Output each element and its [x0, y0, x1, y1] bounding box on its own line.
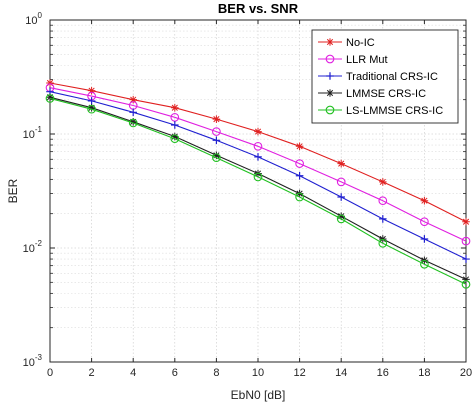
x-tick-label: 18	[418, 367, 430, 379]
data-point	[253, 141, 263, 151]
legend-marker	[326, 89, 334, 97]
data-point	[253, 172, 263, 182]
y-tick-label: 10-1	[23, 125, 43, 141]
data-point	[420, 217, 429, 227]
data-point	[295, 171, 304, 180]
data-point	[462, 275, 470, 284]
legend-label: LS-LMMSE CRS-IC	[346, 105, 443, 117]
legend-marker	[325, 54, 335, 64]
data-point	[128, 118, 138, 128]
data-point	[461, 279, 471, 289]
series	[46, 79, 470, 226]
x-tick-label: 14	[335, 367, 347, 379]
data-point	[378, 196, 388, 206]
series	[45, 83, 471, 246]
x-tick-label: 6	[172, 367, 178, 379]
x-tick-label: 16	[377, 367, 389, 379]
data-point	[87, 97, 96, 105]
series-line	[49, 97, 467, 285]
data-point	[212, 127, 221, 136]
data-point	[420, 235, 429, 243]
data-point	[170, 134, 180, 144]
y-tick-label: 100	[25, 11, 42, 27]
data-point	[212, 115, 221, 123]
legend-label: No-IC	[346, 37, 375, 49]
data-point	[295, 192, 304, 202]
data-point	[462, 217, 470, 226]
data-point	[379, 178, 387, 186]
data-point	[462, 255, 470, 263]
legend-marker	[326, 38, 334, 46]
data-point	[420, 259, 429, 269]
chart-title: BER vs. SNR	[218, 1, 299, 16]
series	[46, 87, 470, 263]
legend-label: Traditional CRS-IC	[346, 71, 438, 83]
data-point	[87, 104, 96, 114]
x-tick-label: 0	[47, 367, 53, 379]
data-point	[45, 94, 55, 103]
data-point	[129, 117, 137, 126]
data-point	[46, 79, 54, 87]
series	[45, 94, 471, 289]
data-point	[378, 238, 388, 248]
legend-marker	[325, 105, 335, 115]
data-point	[129, 95, 137, 104]
data-point	[212, 136, 221, 145]
data-point	[420, 196, 429, 205]
data-point	[212, 151, 221, 160]
data-point	[337, 193, 345, 201]
x-tick-label: 8	[213, 367, 219, 379]
x-axis-label: EbN0 [dB]	[231, 388, 286, 402]
data-point	[171, 103, 179, 112]
data-point	[254, 153, 262, 161]
data-point	[46, 93, 54, 102]
data-point	[337, 159, 345, 168]
y-tick-label: 10-3	[23, 353, 43, 369]
series-line	[49, 87, 467, 242]
x-tick-label: 2	[89, 367, 95, 379]
x-tick-label: 4	[130, 367, 136, 379]
x-tick-label: 10	[252, 367, 264, 379]
data-point	[212, 153, 221, 163]
data-point	[254, 127, 262, 136]
data-point	[129, 108, 137, 117]
legend-marker	[326, 72, 334, 80]
data-point	[87, 86, 96, 95]
data-point	[170, 112, 180, 122]
data-point	[337, 212, 345, 221]
legend: No-IC LLR Mut Traditional CRS-IC LMMSE CRS-…	[311, 29, 459, 124]
x-tick-label: 12	[293, 367, 305, 379]
data-point	[336, 214, 346, 224]
y-axis-label: BER	[6, 178, 20, 203]
data-point	[171, 121, 179, 129]
data-point	[336, 177, 346, 187]
x-tick-label: 20	[460, 367, 472, 379]
data-point	[461, 236, 471, 246]
data-point	[379, 215, 387, 223]
data-point	[295, 142, 304, 151]
y-tick-label: 10-2	[23, 239, 43, 255]
data-point	[295, 159, 304, 168]
legend-label: LLR Mut	[346, 54, 388, 66]
data-point	[171, 132, 179, 141]
legend-label: LMMSE CRS-IC	[346, 88, 426, 100]
data-point	[87, 103, 96, 112]
